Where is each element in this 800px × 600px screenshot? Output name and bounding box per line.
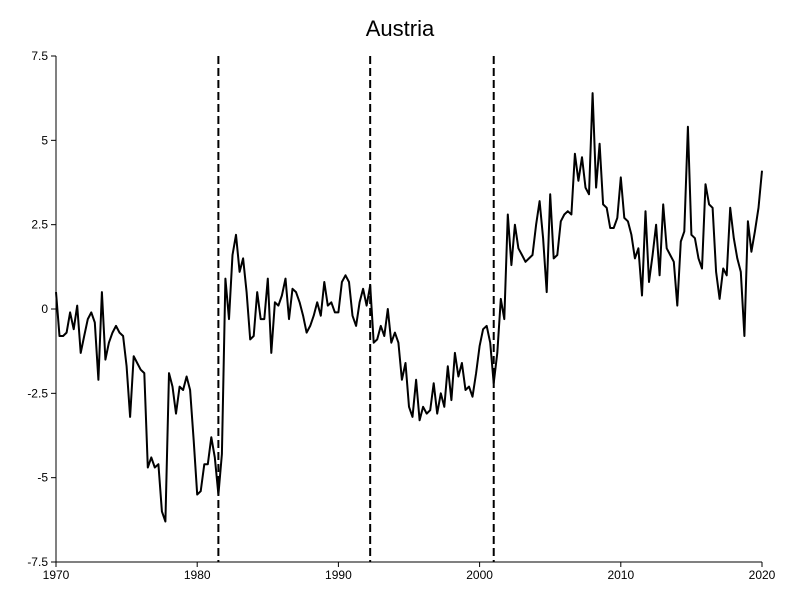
y-tick-label: -5 [37,471,48,485]
y-tick-label: 5 [41,133,48,147]
series-group [55,92,763,523]
y-tick-label: 7.5 [31,49,48,63]
series-line [55,92,763,523]
y-tick-label: 2.5 [31,218,48,232]
x-tick-label: 2020 [749,568,776,582]
x-tick-label: 1970 [43,568,70,582]
y-tick-label: 0 [41,302,48,316]
chart-title: Austria [366,16,435,41]
y-tick-label: -7.5 [27,555,48,569]
x-tick-label: 2000 [466,568,493,582]
axes: -7.5 -5 -2.5 0 2.5 5 7.5 1970 1980 1990 2000 2010 20… [27,49,775,582]
x-tick-label: 1990 [325,568,352,582]
reference-lines [217,56,495,562]
y-tick-label: -2.5 [27,386,48,400]
x-tick-label: 1980 [184,568,211,582]
x-tick-label: 2010 [607,568,634,582]
